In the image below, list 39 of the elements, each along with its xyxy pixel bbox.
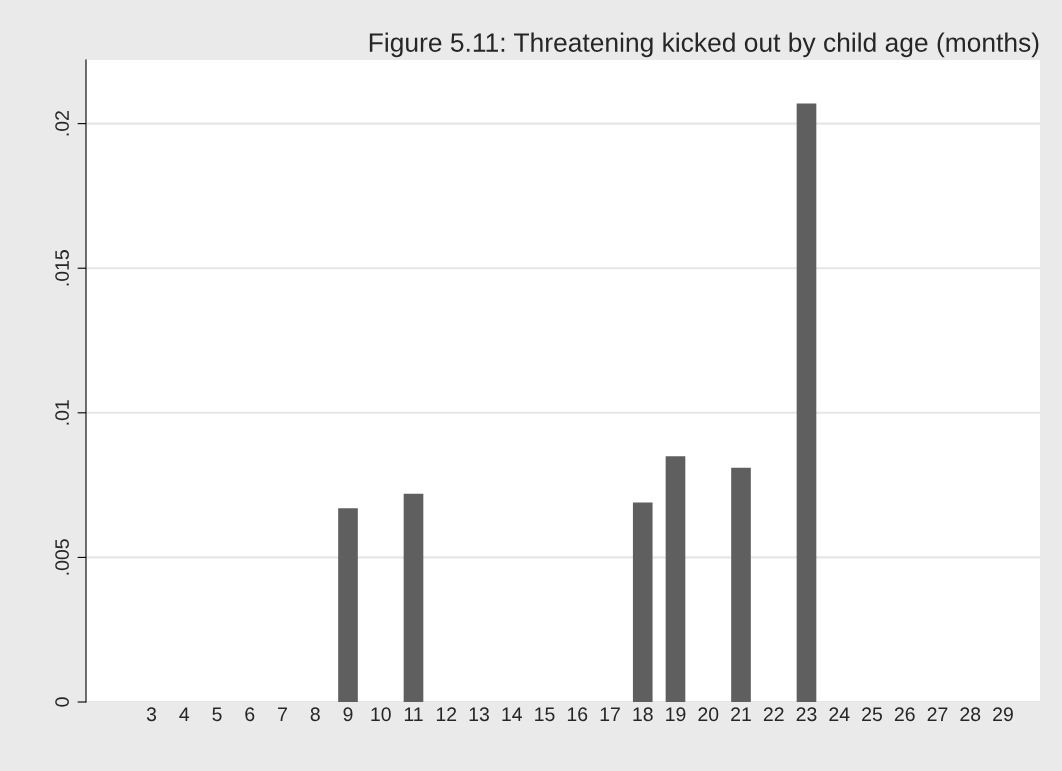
bar xyxy=(338,508,358,702)
x-tick-label: 12 xyxy=(436,707,457,721)
y-tick-label: .015 xyxy=(55,250,69,286)
x-tick-label: 4 xyxy=(179,707,190,721)
x-tick-label: 29 xyxy=(993,707,1013,722)
x-tick-label: 10 xyxy=(371,707,391,722)
bar xyxy=(665,456,686,702)
x-tick-label: 7 xyxy=(278,707,287,721)
bar xyxy=(731,467,751,702)
x-tick-label: 19 xyxy=(666,707,686,722)
bar xyxy=(632,502,653,702)
y-tick-label: .005 xyxy=(55,539,69,575)
x-tick-label: 3 xyxy=(146,707,157,722)
y-tick-label: .01 xyxy=(55,400,69,425)
x-tick-label: 17 xyxy=(600,707,620,721)
y-tick-label: .02 xyxy=(55,111,69,136)
x-tick-label: 13 xyxy=(469,707,489,722)
x-tick-label: 6 xyxy=(245,707,255,722)
x-tick-label: 16 xyxy=(567,707,588,722)
x-tick-label: 14 xyxy=(502,707,522,721)
x-tick-label: 5 xyxy=(212,707,222,722)
x-tick-label: 23 xyxy=(796,707,817,722)
x-tick-label: 28 xyxy=(960,707,981,722)
x-tick-label: 15 xyxy=(535,707,555,722)
x-tick-label: 9 xyxy=(343,707,353,722)
x-tick-label: 26 xyxy=(894,707,915,722)
x-tick-label: 8 xyxy=(310,707,320,722)
x-tick-label: 21 xyxy=(731,707,751,721)
x-tick-label: 11 xyxy=(404,707,423,721)
x-tick-label: 27 xyxy=(927,707,948,721)
x-tick-label: 18 xyxy=(633,707,653,722)
y-tick-label: 0 xyxy=(55,697,69,707)
x-tick-label: 25 xyxy=(862,707,882,722)
bar xyxy=(403,493,424,702)
bar xyxy=(796,103,817,702)
x-tick-label: 20 xyxy=(698,707,719,722)
x-tick-label: 24 xyxy=(829,707,850,721)
x-tick-label: 22 xyxy=(763,707,784,721)
chart-title: Figure 5.11: Threatening kicked out by child age (months) xyxy=(369,32,1039,58)
